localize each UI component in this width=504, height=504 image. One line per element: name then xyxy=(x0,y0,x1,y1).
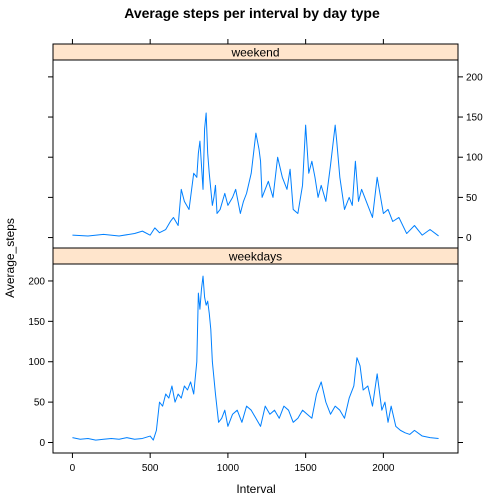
x-axis-label: Interval xyxy=(236,482,275,496)
y-tick-label-weekend: 200 xyxy=(466,72,483,83)
y-tick-label-weekdays: 200 xyxy=(28,276,45,287)
panel-weekend: weekend 0 50 100 150 200 xyxy=(48,43,483,249)
x-tick-label: 2000 xyxy=(372,463,395,474)
panel-weekdays: weekdays 0 50 100 150 200 xyxy=(28,247,463,454)
y-tick-label-weekdays: 150 xyxy=(28,317,45,328)
series-line-weekdays xyxy=(72,275,439,441)
y-tick-label-weekdays: 0 xyxy=(39,438,45,449)
y-tick-label-weekend: 50 xyxy=(466,193,478,204)
y-tick-label-weekend: 100 xyxy=(466,153,483,164)
x-tick-label: 1500 xyxy=(295,463,318,474)
y-tick-label-weekdays: 100 xyxy=(28,357,45,368)
y-tick-label-weekend: 0 xyxy=(466,233,472,244)
x-tick-label: 500 xyxy=(142,463,159,474)
y-axis-label: Average_steps xyxy=(3,218,17,298)
x-tick-label: 0 xyxy=(70,463,76,474)
plot-frame-weekend xyxy=(52,59,459,249)
chart-title: Average steps per interval by day type xyxy=(124,5,380,21)
strip-label-weekend: weekend xyxy=(230,46,279,60)
x-tick-label: 1000 xyxy=(217,463,240,474)
strip-label-weekdays: weekdays xyxy=(228,250,282,264)
y-tick-label-weekdays: 50 xyxy=(34,398,46,409)
y-tick-label-weekend: 150 xyxy=(466,113,483,124)
series-line-weekend xyxy=(72,112,439,237)
plot-frame-weekdays xyxy=(52,263,459,454)
